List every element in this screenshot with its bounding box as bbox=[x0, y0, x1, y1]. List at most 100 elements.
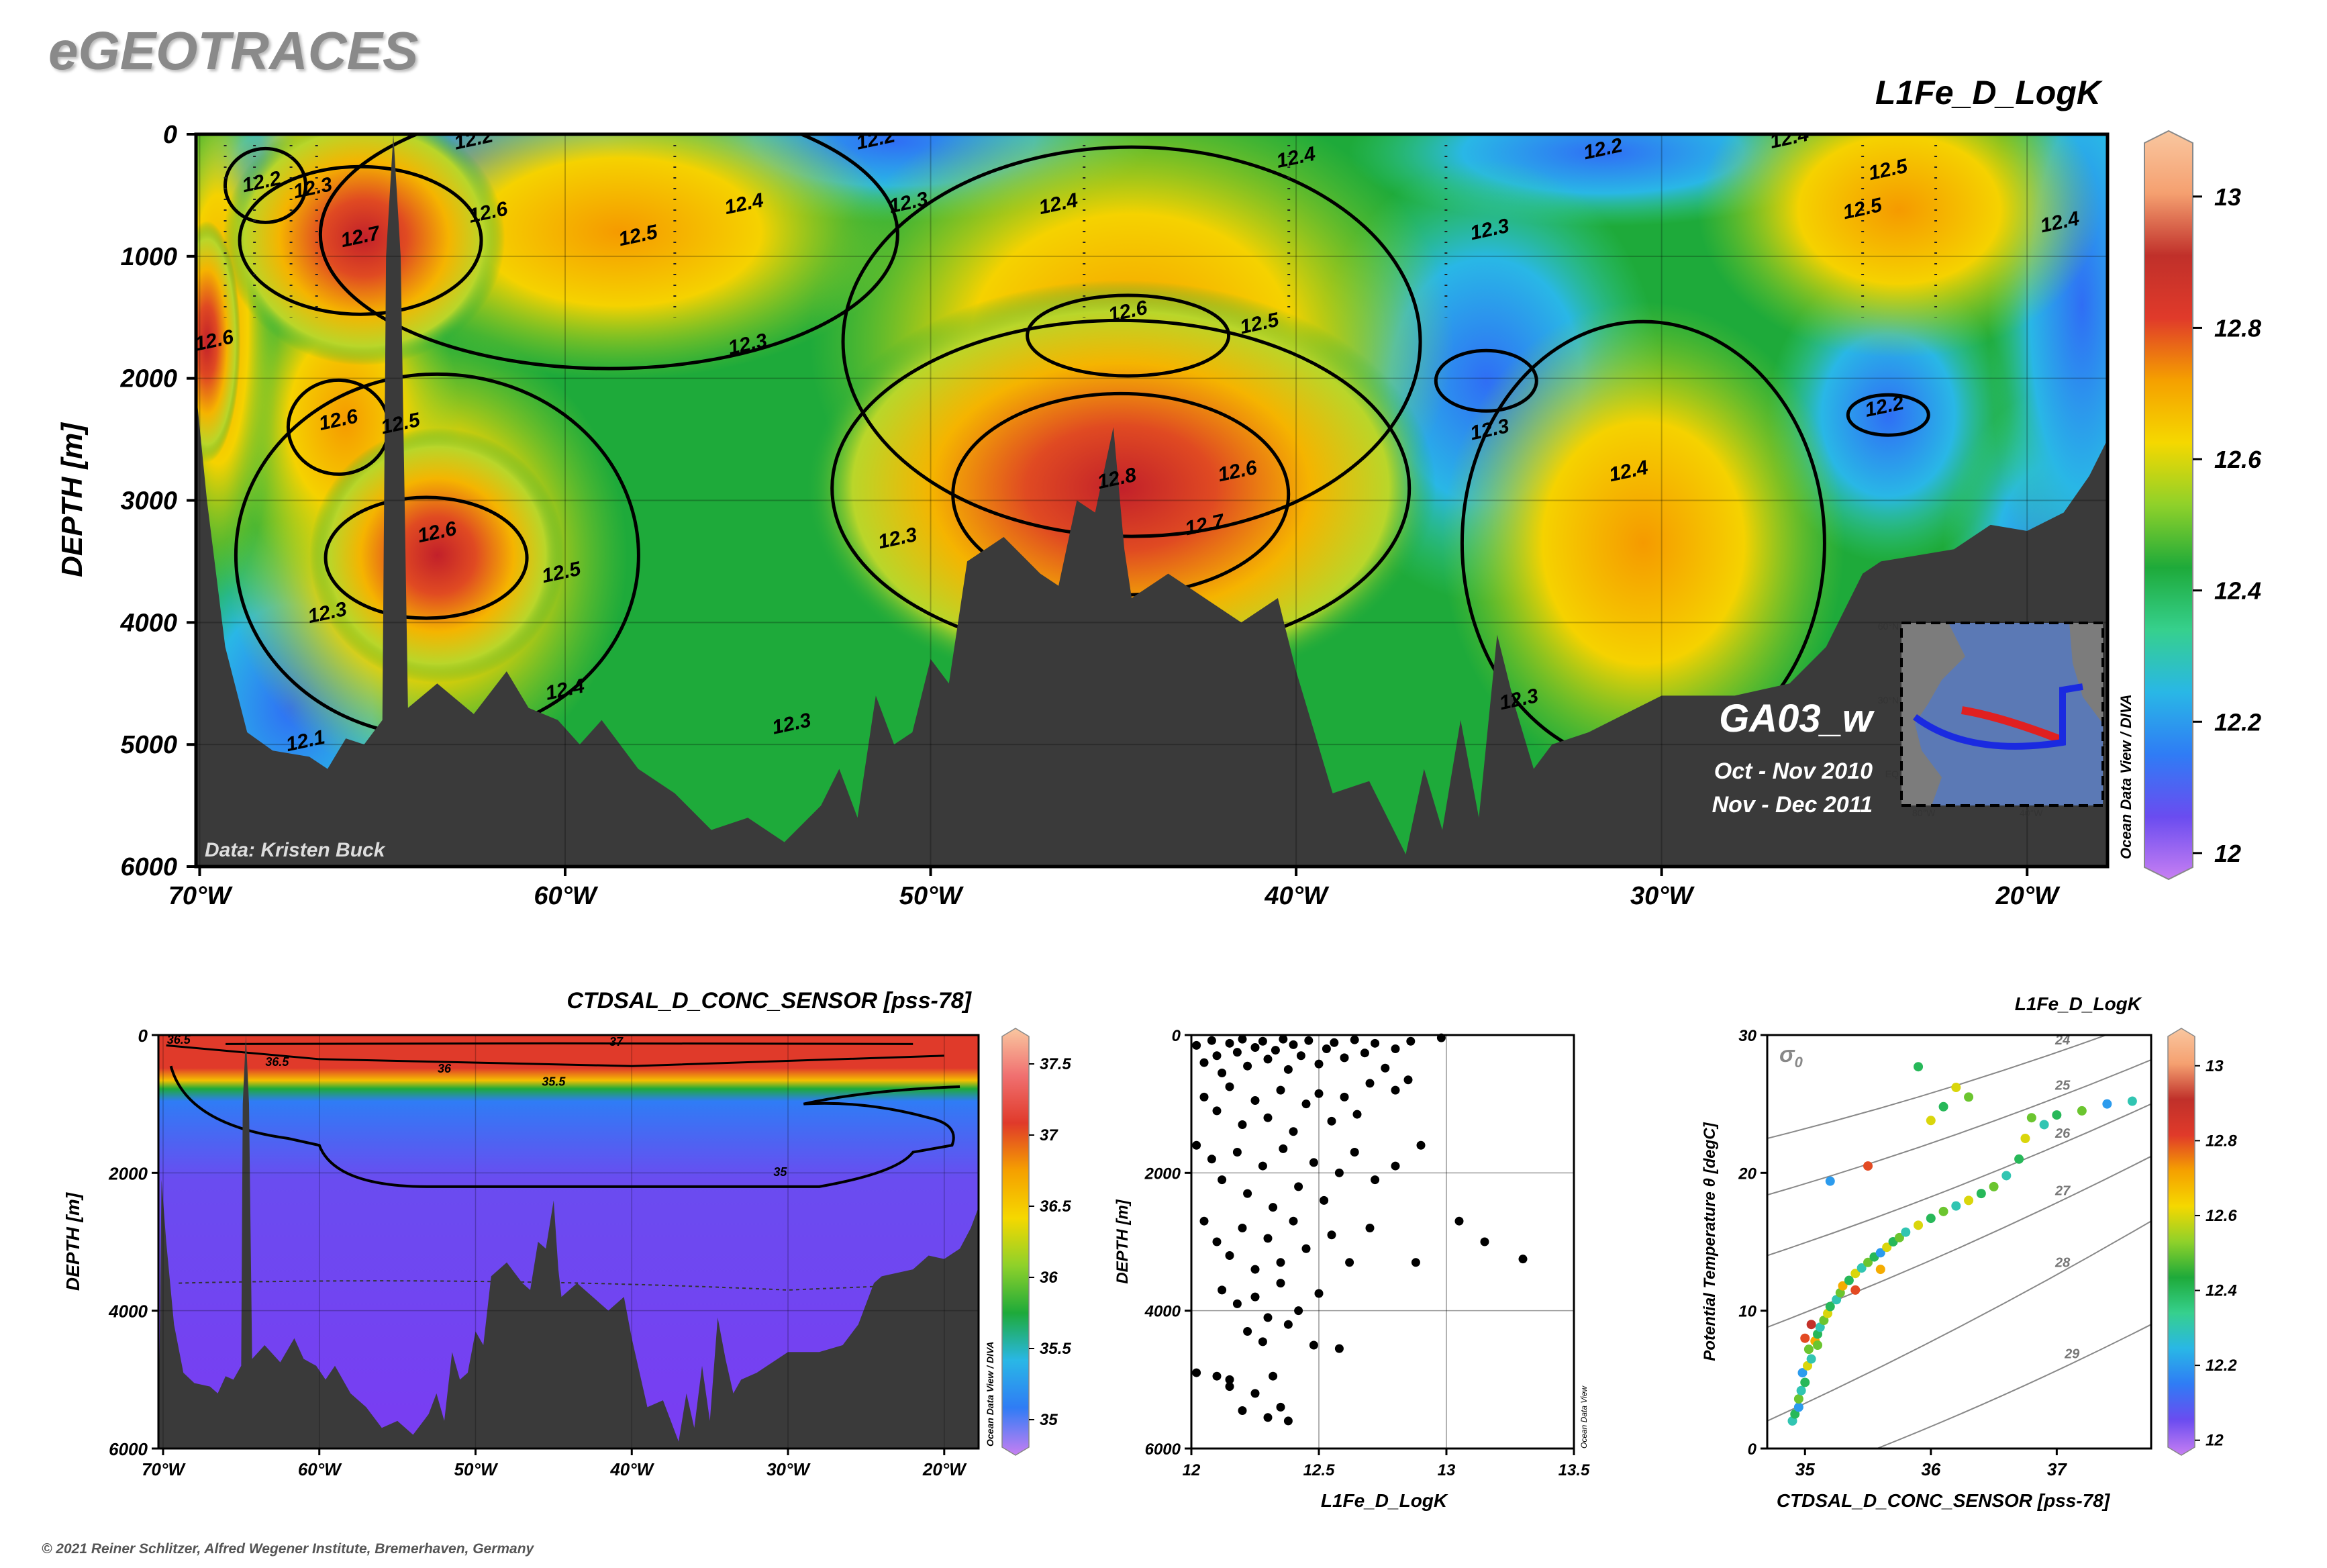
contour-label: 35 bbox=[773, 1165, 787, 1179]
field-patch bbox=[309, 428, 565, 683]
data-point bbox=[1314, 1289, 1324, 1298]
y-axis-title: Potential Temperature θ [degC] bbox=[1701, 1122, 1719, 1361]
data-point bbox=[1938, 1101, 1948, 1112]
data-point bbox=[1815, 1322, 1825, 1332]
isopycnal-label: 29 bbox=[2064, 1347, 2080, 1362]
data-point bbox=[1238, 1034, 1247, 1044]
data-point bbox=[1232, 1148, 1242, 1157]
cruise-date-1: Oct - Nov 2010 bbox=[1714, 758, 1873, 784]
data-point bbox=[1882, 1242, 1892, 1253]
data-point bbox=[1480, 1237, 1489, 1246]
data-point bbox=[1797, 1368, 1808, 1378]
x-tick-label: 13 bbox=[1438, 1461, 1456, 1479]
contour-line bbox=[1846, 393, 1930, 437]
x-tick-label: 70°W bbox=[142, 1459, 186, 1479]
contour-label: 35.5 bbox=[542, 1075, 566, 1089]
data-point bbox=[1825, 1302, 1835, 1312]
colorbar-tick-label: 37 bbox=[1040, 1126, 1058, 1144]
cruise-track-west bbox=[1961, 706, 2065, 744]
data-point bbox=[1800, 1377, 1810, 1387]
y-tick-label: 30 bbox=[1738, 1027, 1756, 1045]
data-point bbox=[1340, 1053, 1349, 1063]
isopycnal-label: 24 bbox=[2054, 1033, 2070, 1048]
data-point bbox=[1365, 1079, 1375, 1088]
contour-line bbox=[324, 495, 529, 620]
plot-frame bbox=[1766, 1034, 2152, 1450]
x-tick-label: 20°W bbox=[922, 1459, 967, 1479]
data-point bbox=[1327, 1116, 1336, 1126]
data-point bbox=[1276, 1085, 1285, 1095]
colorbar-tick-label: 12.4 bbox=[2214, 577, 2261, 605]
data-point bbox=[1914, 1220, 1924, 1230]
y-axis-title: DEPTH [m] bbox=[62, 1191, 83, 1291]
x-tick-label: 36 bbox=[1921, 1459, 1940, 1479]
data-point bbox=[1416, 1140, 1426, 1150]
colorbar-tick-label: 12.4 bbox=[2206, 1282, 2237, 1300]
y-tick-label: 0 bbox=[1172, 1027, 1181, 1045]
data-point bbox=[1250, 1042, 1260, 1052]
data-point bbox=[1250, 1389, 1260, 1398]
data-point bbox=[1951, 1083, 1961, 1093]
data-point bbox=[2039, 1120, 2049, 1130]
data-point bbox=[1327, 1230, 1336, 1240]
contour-line bbox=[1434, 348, 1538, 413]
data-point bbox=[1320, 1195, 1329, 1205]
contour-label: 36 bbox=[438, 1062, 452, 1075]
salinity-colorbar: 35 35.5 36 36.5 37 37.5 bbox=[1001, 1028, 1071, 1456]
data-point bbox=[1800, 1333, 1810, 1343]
data-point bbox=[1296, 1051, 1305, 1061]
x-tick-label: 12 bbox=[1183, 1461, 1201, 1479]
data-point bbox=[1250, 1096, 1260, 1106]
data-point bbox=[1926, 1116, 1936, 1126]
data-point bbox=[1243, 1189, 1252, 1198]
data-point bbox=[1793, 1394, 1803, 1404]
map-lat-label: EQ bbox=[1885, 769, 1899, 779]
data-point bbox=[1218, 1175, 1227, 1185]
colorbar-tick-label: 12 bbox=[2214, 840, 2241, 867]
field-patch bbox=[1697, 134, 2101, 358]
data-point bbox=[1276, 1258, 1285, 1267]
data-point bbox=[1263, 1055, 1273, 1064]
y-tick-label: 0 bbox=[163, 121, 177, 149]
data-point bbox=[1334, 1344, 1344, 1353]
data-point bbox=[1238, 1120, 1247, 1129]
y-tick-label: 3000 bbox=[120, 487, 177, 516]
plot-title: L1Fe_D_LogK bbox=[2015, 993, 2142, 1014]
x-tick-label: 50°W bbox=[899, 882, 964, 910]
data-point bbox=[1283, 1065, 1293, 1074]
y-tick-label: 6000 bbox=[1145, 1440, 1181, 1459]
data-point bbox=[1391, 1085, 1400, 1095]
data-point bbox=[1381, 1063, 1390, 1073]
colorbar-tick-label: 12.2 bbox=[2214, 708, 2261, 736]
y-tick-label: 6000 bbox=[109, 1439, 148, 1459]
data-point bbox=[1334, 1168, 1344, 1177]
data-point bbox=[1218, 1068, 1227, 1077]
x-tick-label: 70°W bbox=[168, 882, 233, 910]
data-point bbox=[1225, 1251, 1234, 1261]
data-point bbox=[1360, 1048, 1369, 1058]
sigma-subscript: 0 bbox=[1795, 1054, 1803, 1071]
data-point bbox=[1269, 1371, 1278, 1381]
plot-title: L1Fe_D_LogK bbox=[1875, 74, 2103, 111]
isopycnal-label: 26 bbox=[2054, 1126, 2071, 1141]
data-point bbox=[1844, 1275, 1854, 1285]
y-tick-label: 5000 bbox=[120, 731, 177, 759]
data-point bbox=[1813, 1340, 1823, 1350]
y-tick-label: 2000 bbox=[1144, 1165, 1181, 1183]
colorbar-tick-label: 12.8 bbox=[2214, 314, 2261, 342]
data-point bbox=[1232, 1299, 1242, 1308]
colorbar-tick-label: 35.5 bbox=[1040, 1340, 1071, 1358]
plot-frame bbox=[1190, 1034, 1575, 1450]
data-point bbox=[1856, 1263, 1867, 1273]
data-point bbox=[2102, 1099, 2112, 1109]
data-point bbox=[1225, 1038, 1234, 1048]
map-lon-label: 80°W bbox=[1912, 807, 1936, 818]
data-point bbox=[1294, 1306, 1303, 1316]
odv-watermark: Ocean Data View bbox=[1579, 1385, 1589, 1449]
data-point bbox=[2077, 1106, 2087, 1116]
data-point bbox=[1212, 1051, 1222, 1061]
field-patch bbox=[223, 134, 505, 366]
field-patch bbox=[196, 221, 241, 463]
y-tick-label: 2000 bbox=[108, 1163, 148, 1183]
